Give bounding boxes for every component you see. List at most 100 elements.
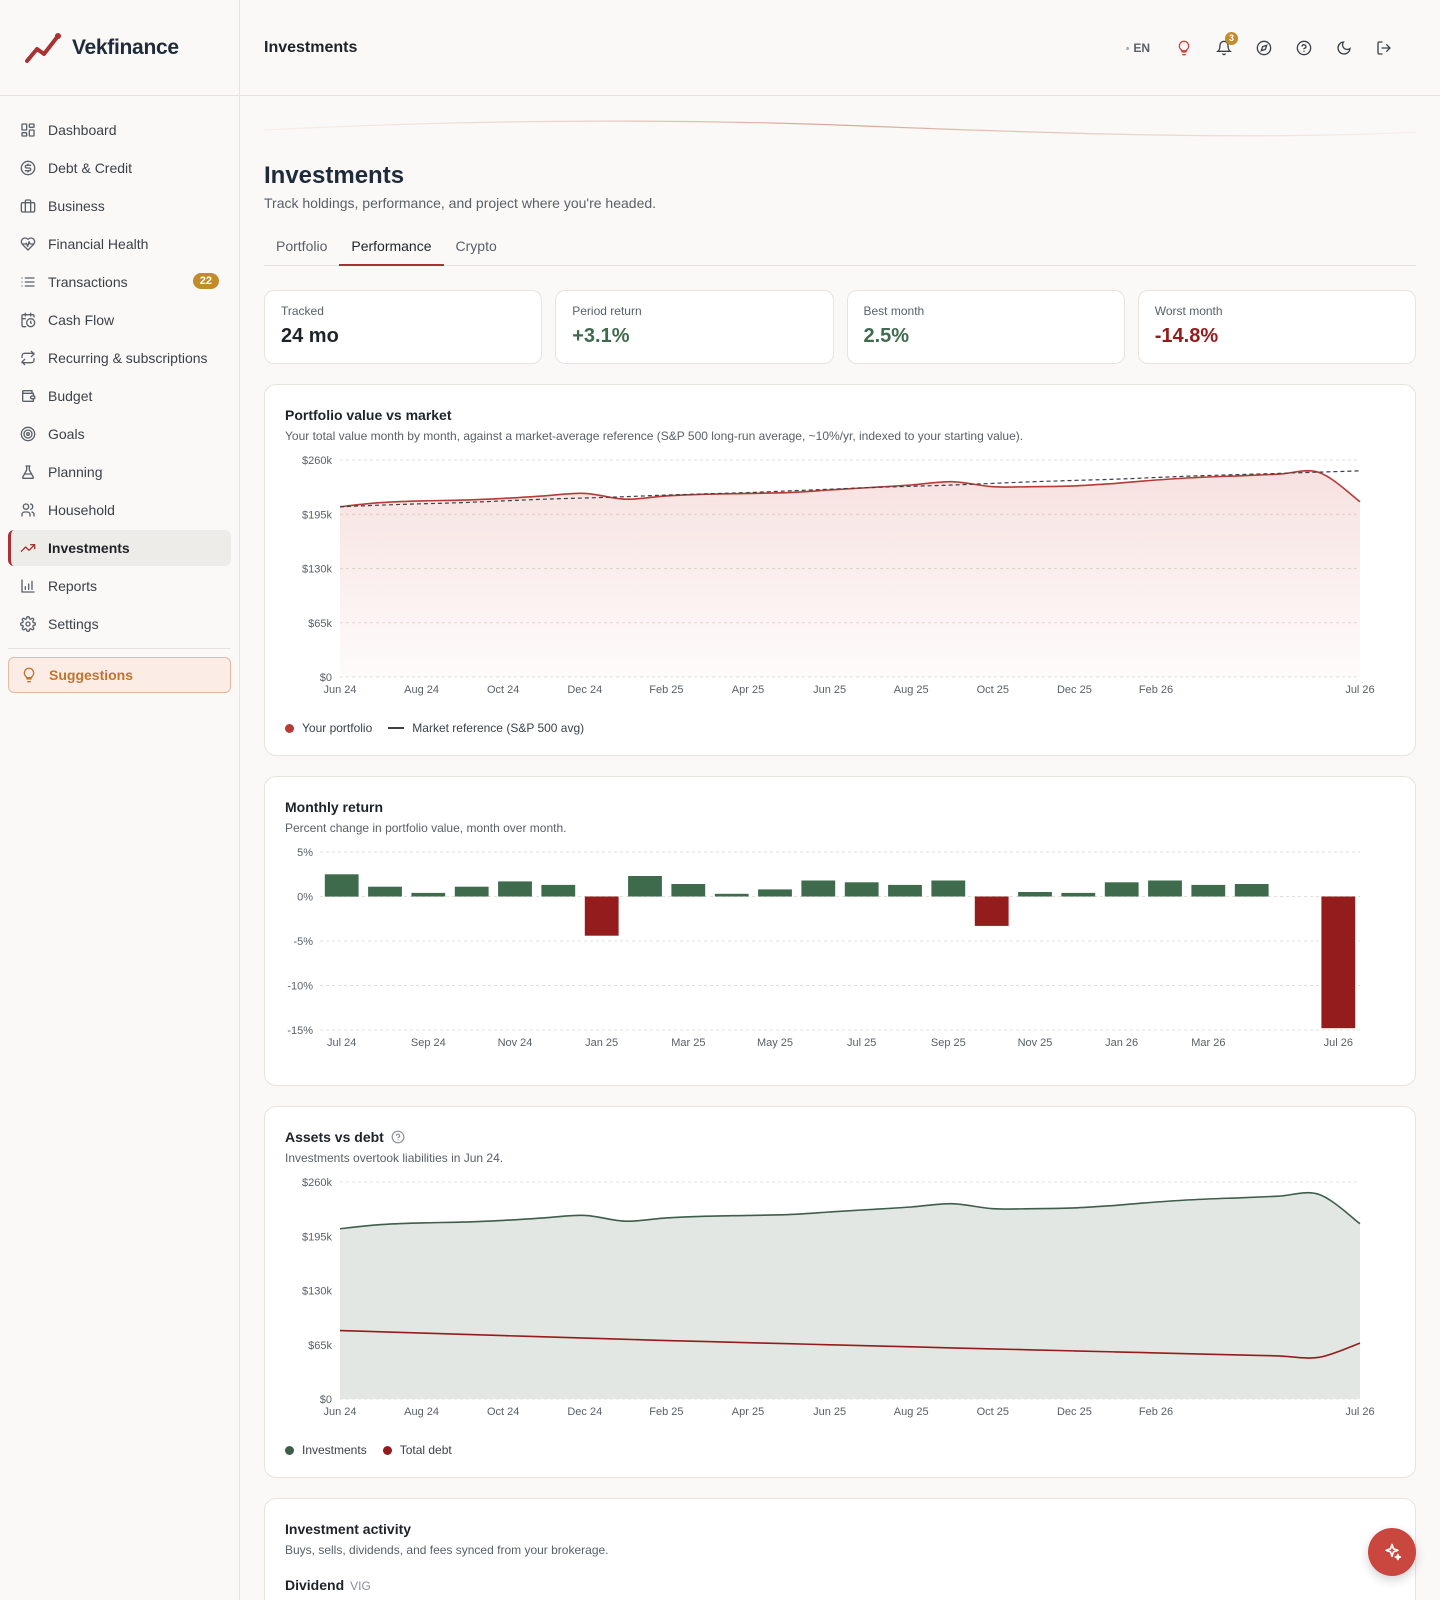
x-tick-label: Dec 25 — [1057, 1406, 1092, 1418]
decorative-wave — [264, 120, 1416, 137]
y-tick-label: $0 — [320, 672, 332, 684]
x-tick-label: Jun 25 — [813, 1406, 846, 1418]
help-circle-icon — [1296, 40, 1312, 56]
sidebar-item-debt-and-credit[interactable]: Debt & Credit — [8, 150, 231, 186]
bar-jan-25[interactable] — [584, 896, 619, 936]
sidebar-item-settings[interactable]: Settings — [8, 606, 231, 642]
x-tick-label: May 25 — [757, 1037, 793, 1049]
logout-button[interactable] — [1372, 36, 1396, 60]
bar-sep-25[interactable] — [931, 880, 966, 897]
bar-nov-24[interactable] — [498, 881, 532, 897]
sidebar-item-cash-flow[interactable]: Cash Flow — [8, 302, 231, 338]
page-subtitle: Track holdings, performance, and project… — [264, 195, 657, 211]
bar-jul-26[interactable] — [1321, 896, 1356, 1029]
portfolio-chart-title: Portfolio value vs market — [285, 407, 452, 423]
x-tick-label: Jul 24 — [327, 1037, 356, 1049]
explore-button[interactable] — [1252, 36, 1276, 60]
bar-apr-25[interactable] — [714, 893, 749, 897]
activity-subtitle: Buys, sells, dividends, and fees synced … — [285, 1543, 609, 1557]
bar-may-25[interactable] — [758, 889, 792, 897]
bar-oct-25[interactable] — [974, 896, 1009, 926]
help-circle-icon[interactable] — [391, 1130, 405, 1144]
language-selector[interactable]: EN — [1126, 36, 1150, 60]
repeat-icon — [20, 350, 36, 366]
bar-mar-26[interactable] — [1191, 884, 1226, 897]
help-button[interactable] — [1292, 36, 1316, 60]
sidebar-item-investments[interactable]: Investments — [8, 530, 231, 566]
series-line-your-portfolio[interactable] — [339, 469, 1361, 508]
sidebar-item-dashboard[interactable]: Dashboard — [8, 112, 231, 148]
portfolio-chart-card: $0 $65k $130k $195k $260k Jun 24 Aug 24 Oct 24 D… — [264, 384, 1416, 756]
stat-label: Best month — [863, 304, 925, 318]
series-line-total-debt[interactable] — [339, 1329, 1361, 1359]
y-tick-label: $0 — [320, 1394, 332, 1406]
sidebar-item-budget[interactable]: Budget — [8, 378, 231, 414]
bar-apr-26[interactable] — [1234, 884, 1269, 897]
sidebar-item-reports[interactable]: Reports — [8, 568, 231, 604]
sidebar-item-label: Settings — [48, 616, 99, 632]
tips-button[interactable] — [1172, 36, 1196, 60]
activity-row[interactable]: Dividend VIG — [285, 1577, 371, 1593]
y-tick-label: -10% — [287, 981, 313, 993]
y-tick-label: 0% — [297, 892, 313, 904]
sidebar-item-financial-health[interactable]: Financial Health — [8, 226, 231, 262]
bar-jul-24[interactable] — [324, 874, 359, 897]
bar-aug-25[interactable] — [888, 884, 922, 897]
x-tick-label: Jan 25 — [585, 1037, 618, 1049]
bar-jun-25[interactable] — [801, 880, 836, 897]
sidebar-item-planning[interactable]: Planning — [8, 454, 231, 490]
tab-crypto[interactable]: Crypto — [455, 238, 497, 254]
sidebar-item-transactions[interactable]: Transactions 22 — [8, 264, 231, 300]
bar-aug-24[interactable] — [368, 886, 402, 897]
legend-label: Total debt — [399, 1443, 452, 1457]
sidebar-item-label: Reports — [48, 578, 98, 594]
ai-assistant-button[interactable] — [1368, 1528, 1416, 1576]
sidebar-item-business[interactable]: Business — [8, 188, 231, 224]
bar-dec-24[interactable] — [541, 884, 576, 897]
legend-swatch — [382, 1445, 392, 1455]
sidebar-item-goals[interactable]: Goals — [8, 416, 231, 452]
sidebar-item-label: Investments — [48, 540, 130, 556]
portfolio-legend: Your portfolio Market reference (S&P 500… — [285, 721, 600, 735]
legend-item-market[interactable]: Market reference (S&P 500 avg) — [388, 721, 584, 735]
bar-feb-25[interactable] — [628, 876, 662, 897]
series-area-your-portfolio — [340, 470, 1360, 677]
legend-item-investments[interactable]: Investments — [285, 1443, 367, 1457]
bar-feb-26[interactable] — [1148, 880, 1182, 897]
sidebar-item-label: Budget — [48, 388, 93, 404]
bar-dec-25[interactable] — [1061, 892, 1096, 897]
bar-mar-25[interactable] — [671, 884, 706, 897]
series-line-investments[interactable] — [339, 1191, 1361, 1230]
monthly-return-subtitle: Percent change in portfolio value, month… — [285, 821, 567, 835]
bar-sep-24[interactable] — [411, 892, 446, 897]
legend-item-debt[interactable]: Total debt — [382, 1443, 452, 1457]
x-tick-label: Jul 25 — [847, 1037, 876, 1049]
bar-jan-26[interactable] — [1104, 882, 1139, 897]
flask-icon — [20, 464, 36, 480]
sidebar-item-label: Dashboard — [48, 122, 117, 138]
moon-icon — [1337, 41, 1351, 55]
sidebar-item-label: Financial Health — [48, 236, 149, 252]
suggestions-button[interactable]: Suggestions — [8, 657, 231, 693]
x-tick-label: Oct 25 — [977, 1406, 1009, 1418]
bar-oct-24[interactable] — [454, 886, 489, 897]
header-tools: EN 3 — [1110, 32, 1396, 60]
activity-type: Dividend — [285, 1577, 345, 1593]
tab-portfolio[interactable]: Portfolio — [276, 238, 328, 254]
x-tick-label: Jun 25 — [813, 684, 846, 696]
brand[interactable]: Vekfinance — [0, 0, 239, 96]
sidebar-item-household[interactable]: Household — [8, 492, 231, 528]
notifications-button[interactable]: 3 — [1212, 32, 1238, 60]
x-tick-label: Aug 25 — [894, 684, 929, 696]
assets-debt-card: $0 $65k $130k $195k $260k Jun 24 Aug 24 Oct 24 D… — [264, 1106, 1416, 1478]
stat-label: Tracked — [281, 304, 324, 318]
sidebar-divider — [8, 648, 231, 649]
bar-jul-25[interactable] — [844, 882, 879, 897]
sparkles-icon — [1385, 1543, 1402, 1561]
sidebar-item-recurring-and-subscriptions[interactable]: Recurring & subscriptions — [8, 340, 231, 376]
bar-nov-25[interactable] — [1018, 892, 1052, 897]
page-title: Investments — [264, 162, 405, 189]
theme-toggle-button[interactable] — [1332, 36, 1356, 60]
tab-performance[interactable]: Performance — [339, 230, 444, 266]
legend-item-portfolio[interactable]: Your portfolio — [285, 721, 372, 735]
